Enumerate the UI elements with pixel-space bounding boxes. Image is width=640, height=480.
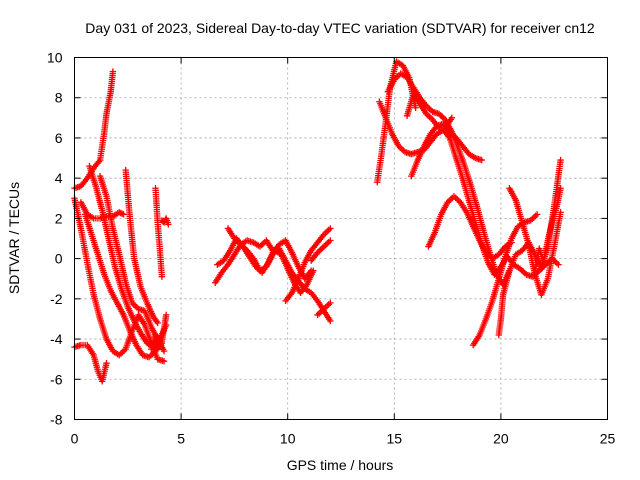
- y-tick-label: -8: [50, 412, 63, 428]
- y-tick-label: -6: [50, 371, 63, 387]
- data-point-markers: [71, 68, 117, 192]
- y-tick-label: 4: [55, 170, 63, 186]
- y-tick-label: 8: [55, 90, 63, 106]
- data-point-markers: [148, 311, 170, 353]
- y-axis-ticks: -8 -6 -4 -2 0 2 4 6 8 10: [47, 50, 608, 428]
- series-arc-15: [282, 225, 334, 305]
- x-tick-label: 0: [71, 431, 79, 447]
- y-tick-label: 6: [55, 130, 63, 146]
- series-arc-9: [152, 185, 166, 280]
- series-arc-23: [425, 193, 515, 262]
- y-tick-label: 10: [47, 50, 63, 66]
- data-points: [71, 58, 564, 385]
- x-tick-label: 5: [177, 431, 185, 447]
- series-arc-2: [71, 68, 117, 192]
- x-tick-label: 25: [600, 431, 616, 447]
- series-arc-16: [307, 237, 334, 264]
- x-tick-label: 20: [493, 431, 509, 447]
- plot-frame: [74, 57, 608, 420]
- y-tick-label: -2: [50, 291, 63, 307]
- data-point-markers: [307, 237, 334, 264]
- series-arc-22: [408, 120, 485, 180]
- data-point-markers: [384, 70, 513, 288]
- chart-title: Day 031 of 2023, Sidereal Day-to-day VTE…: [85, 20, 595, 36]
- y-tick-label: 0: [55, 251, 63, 267]
- data-point-markers: [71, 341, 110, 385]
- data-point-markers: [158, 215, 172, 228]
- data-point-markers: [152, 185, 166, 280]
- series-arc-27: [531, 185, 564, 274]
- x-axis-label: GPS time / hours: [287, 457, 394, 473]
- series-arc-20: [384, 70, 513, 288]
- series-arc-11: [148, 311, 170, 353]
- data-point-markers: [425, 193, 515, 262]
- data-point-markers: [81, 211, 166, 361]
- series-arc-5: [81, 211, 166, 361]
- x-axis-ticks: 0 5 10 15 20 25: [71, 57, 616, 447]
- series-arc-8: [122, 166, 161, 327]
- data-point-markers: [122, 166, 161, 327]
- data-point-markers: [314, 299, 334, 319]
- data-point-markers: [408, 120, 485, 180]
- series-arc-10: [158, 215, 172, 228]
- grid-lines: [74, 57, 608, 420]
- series-arc-17: [314, 299, 334, 319]
- y-tick-label: -4: [50, 331, 63, 347]
- series-arc-3: [71, 341, 110, 385]
- x-tick-label: 15: [387, 431, 403, 447]
- x-tick-label: 10: [280, 431, 296, 447]
- data-point-markers: [282, 225, 334, 305]
- y-tick-label: 2: [55, 210, 63, 226]
- data-point-markers: [531, 185, 564, 274]
- y-axis-label: SDTVAR / TECUs: [6, 182, 22, 294]
